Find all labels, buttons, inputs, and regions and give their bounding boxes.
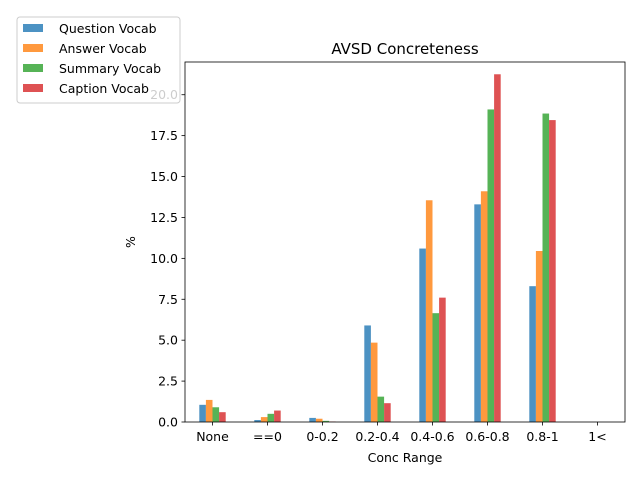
- bar-question-vocab-2: [309, 417, 316, 422]
- bar-summary-vocab-5: [487, 109, 495, 422]
- bar-caption-vocab-0: [219, 412, 226, 422]
- bar-caption-vocab-4: [439, 297, 446, 422]
- bar-summary-vocab-3: [377, 396, 385, 422]
- bar-summary-vocab-6: [542, 113, 550, 423]
- bar-answer-vocab-0: [205, 399, 213, 422]
- y-tick-label: 17.5: [150, 128, 178, 143]
- y-tick-label: 15.0: [150, 169, 178, 184]
- legend-label-question-vocab: Question Vocab: [59, 21, 157, 36]
- x-tick-label: None: [196, 429, 229, 444]
- y-tick-label: 5.0: [158, 333, 178, 348]
- bar-question-vocab-4: [419, 248, 426, 422]
- legend-label-caption-vocab: Caption Vocab: [59, 81, 149, 96]
- axes-layer: 0.02.55.07.510.012.515.017.520.0None==00…: [150, 61, 626, 444]
- bar-caption-vocab-3: [384, 403, 391, 422]
- bar-summary-vocab-2: [322, 420, 330, 422]
- x-tick-label: 1<: [588, 429, 606, 444]
- y-tick-label: 10.0: [150, 251, 178, 266]
- x-tick-label: 0.4-0.6: [410, 429, 454, 444]
- bar-caption-vocab-6: [549, 120, 556, 422]
- legend-label-summary-vocab: Summary Vocab: [59, 61, 161, 76]
- legend-swatch-summary-vocab: [23, 64, 43, 72]
- legend-label-answer-vocab: Answer Vocab: [59, 41, 147, 56]
- bar-caption-vocab-5: [494, 74, 501, 423]
- bar-question-vocab-5: [474, 204, 481, 422]
- bar-summary-vocab-0: [212, 407, 220, 422]
- x-tick-label: 0.2-0.4: [355, 429, 399, 444]
- bar-answer-vocab-5: [480, 191, 488, 422]
- legend-swatch-caption-vocab: [23, 84, 43, 92]
- bar-question-vocab-1: [254, 420, 261, 422]
- y-tick-label: 7.5: [158, 292, 178, 307]
- bar-answer-vocab-2: [315, 418, 323, 422]
- x-tick-label: ==0: [253, 429, 282, 444]
- legend-box: [16, 16, 181, 104]
- y-tick-label: 12.5: [150, 210, 178, 225]
- bar-answer-vocab-1: [260, 417, 268, 422]
- y-tick-label: 0.0: [158, 415, 178, 430]
- legend-swatch-question-vocab: [23, 24, 43, 32]
- chart-title: AVSD Concreteness: [331, 40, 479, 58]
- x-tick-label: 0.8-1: [526, 429, 558, 444]
- x-axis-label: Conc Range: [368, 450, 443, 465]
- bar-answer-vocab-6: [535, 251, 543, 422]
- x-tick-label: 0.6-0.8: [465, 429, 509, 444]
- plot-frame: [184, 61, 626, 423]
- bar-summary-vocab-1: [267, 413, 275, 422]
- bar-caption-vocab-1: [274, 410, 281, 422]
- bar-summary-vocab-4: [432, 313, 440, 422]
- bar-question-vocab-0: [199, 404, 206, 422]
- y-axis-label: %: [123, 236, 138, 248]
- x-tick-label: 0-0.2: [306, 429, 338, 444]
- legend: Question Vocab Answer Vocab Summary Vocab C…: [16, 16, 181, 104]
- legend-swatch-answer-vocab: [23, 44, 43, 52]
- bars-layer: [199, 74, 556, 423]
- y-tick-label: 2.5: [158, 374, 178, 389]
- bar-question-vocab-6: [529, 286, 536, 422]
- bar-answer-vocab-4: [425, 200, 433, 422]
- bar-answer-vocab-3: [370, 342, 378, 422]
- bar-question-vocab-3: [364, 325, 371, 422]
